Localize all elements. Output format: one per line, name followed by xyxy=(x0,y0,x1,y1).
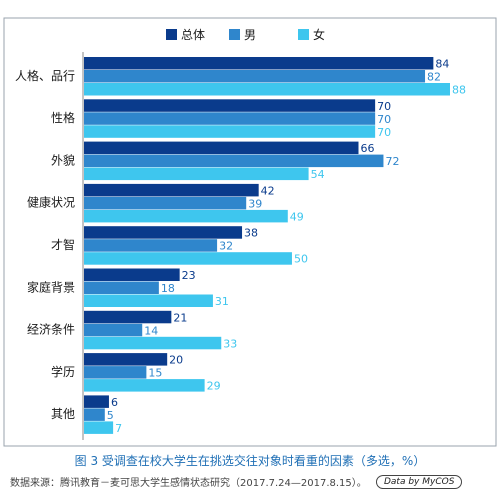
category-label: 人格、品行 xyxy=(15,68,75,83)
bar xyxy=(84,379,205,392)
bar xyxy=(84,209,288,223)
value-label: 15 xyxy=(148,367,162,380)
bar-group: 学历 20 15 29 xyxy=(51,353,221,393)
value-label: 42 xyxy=(261,184,275,197)
bar xyxy=(84,99,376,112)
bar xyxy=(84,83,450,96)
bar xyxy=(84,239,218,252)
bar xyxy=(84,154,384,168)
value-label: 18 xyxy=(161,282,175,295)
bar-group: 家庭背景 23 18 31 xyxy=(27,268,229,308)
value-label: 82 xyxy=(427,71,441,84)
value-label: 20 xyxy=(169,354,183,367)
legend-item-2: 女 xyxy=(298,27,325,42)
legend-swatch xyxy=(298,29,309,40)
category-label: 经济条件 xyxy=(27,322,75,337)
category-label: 才智 xyxy=(51,237,75,252)
value-label: 14 xyxy=(144,324,158,337)
value-label: 39 xyxy=(248,197,262,210)
bar xyxy=(84,183,259,197)
legend-label: 总体 xyxy=(181,28,205,42)
category-label: 健康状况 xyxy=(27,195,75,210)
value-label: 33 xyxy=(223,337,237,350)
value-label: 70 xyxy=(377,113,391,126)
bar-group: 外貌 66 72 54 xyxy=(51,141,399,181)
value-label: 38 xyxy=(244,227,258,240)
bar xyxy=(84,310,172,324)
value-label: 7 xyxy=(115,422,122,435)
value-label: 29 xyxy=(207,380,221,393)
value-label: 84 xyxy=(435,58,449,71)
figure-caption: 图 3 受调查在校大学生在挑选交往对象时看重的因素（多选，%） xyxy=(74,454,426,468)
source-line: 数据来源：腾讯教育－麦可思大学生感情状态研究（2017.7.24—2017.8.… xyxy=(10,474,490,489)
watermark-logo: Data by MyCOS xyxy=(375,474,463,489)
value-label: 32 xyxy=(219,240,233,253)
legend-swatch xyxy=(166,29,177,40)
value-label: 66 xyxy=(361,142,375,155)
bar xyxy=(84,336,222,350)
bar-chart: 总体男女 人格、品行848288性格707070外貌667254健康状况4239… xyxy=(3,17,497,447)
bar xyxy=(84,281,159,294)
value-label: 21 xyxy=(173,311,187,324)
bar xyxy=(84,252,292,265)
legend-item-0: 总体 xyxy=(166,28,205,42)
value-label: 72 xyxy=(385,155,399,168)
bar xyxy=(84,125,376,138)
category-label: 学历 xyxy=(51,364,75,379)
value-label: 23 xyxy=(182,269,196,282)
value-label: 88 xyxy=(452,84,466,97)
bar xyxy=(84,196,247,210)
value-label: 70 xyxy=(377,126,391,139)
value-label: 5 xyxy=(107,409,114,422)
bar xyxy=(84,294,213,307)
bar-group: 经济条件 21 14 33 xyxy=(27,310,237,350)
bar xyxy=(84,366,147,379)
source-text: 数据来源：腾讯教育－麦可思大学生感情状态研究（2017.7.24—2017.8.… xyxy=(10,478,367,489)
category-label: 其他 xyxy=(51,407,75,421)
value-label: 70 xyxy=(377,100,391,113)
bar xyxy=(84,353,168,366)
bar-group: 才智 38 32 50 xyxy=(51,226,308,266)
category-label: 家庭背景 xyxy=(27,279,75,294)
bar xyxy=(84,395,109,408)
bar xyxy=(84,323,143,337)
legend-swatch xyxy=(229,29,240,40)
bar xyxy=(84,408,105,421)
bar xyxy=(84,167,309,181)
bar xyxy=(84,70,426,83)
category-label: 外貌 xyxy=(51,152,75,167)
category-label: 性格 xyxy=(51,110,75,125)
bar xyxy=(84,421,114,434)
bar xyxy=(84,112,376,125)
bar xyxy=(84,57,434,70)
legend-label: 男 xyxy=(244,28,256,42)
value-label: 31 xyxy=(215,295,229,308)
value-label: 50 xyxy=(294,253,308,266)
legend-label: 女 xyxy=(313,27,325,42)
value-label: 54 xyxy=(311,168,325,181)
bar xyxy=(84,268,180,281)
bar xyxy=(84,141,359,155)
value-label: 49 xyxy=(290,210,304,223)
value-label: 6 xyxy=(111,396,118,409)
bar xyxy=(84,226,243,239)
bar-group: 其他 657 xyxy=(51,395,122,435)
legend-item-1: 男 xyxy=(229,28,256,42)
